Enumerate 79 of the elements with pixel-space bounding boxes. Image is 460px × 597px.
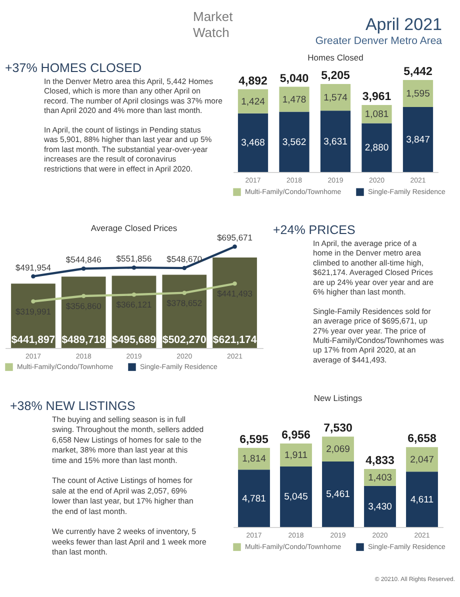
- total-label: 3,961: [362, 91, 392, 104]
- data-label: $502,270: [162, 334, 206, 346]
- total-label: 6,595: [240, 434, 269, 446]
- bar: [238, 113, 268, 172]
- bar: [322, 436, 354, 462]
- bar: [212, 257, 257, 348]
- data-label: 4,781: [242, 493, 266, 504]
- point: [232, 244, 237, 249]
- data-label: 3,562: [282, 136, 306, 148]
- bar: [162, 274, 207, 348]
- bar: [280, 466, 312, 527]
- data-label: 1,424: [241, 96, 265, 108]
- bar: [406, 447, 438, 472]
- point: [132, 292, 136, 297]
- point: [31, 274, 36, 278]
- data-label: $495,689: [112, 334, 156, 346]
- point: [182, 290, 187, 295]
- point: [81, 266, 86, 271]
- data-label: $621,174: [212, 334, 257, 346]
- total-label: 7,530: [324, 422, 352, 435]
- bar: [322, 461, 354, 527]
- total-label: 5,442: [404, 66, 432, 78]
- bar: [279, 86, 310, 112]
- point: [31, 299, 36, 304]
- text: +37% HOMES CLOSED: [5, 61, 142, 75]
- data-label: $491,954: [15, 262, 52, 272]
- total-label: 5,040: [280, 72, 309, 85]
- chart-title: New Listings: [314, 393, 362, 404]
- data-label: $441,897: [11, 334, 56, 346]
- text: +38% NEW LISTINGS: [10, 399, 136, 413]
- bar: [364, 486, 396, 527]
- data-label: $544,846: [66, 254, 102, 265]
- data-label: 2,880: [364, 142, 389, 154]
- total-label: 4,833: [366, 455, 394, 468]
- bar: [280, 444, 312, 466]
- point: [81, 294, 86, 298]
- text: April 2021: [365, 15, 442, 34]
- chart-title: Average Closed Prices: [90, 223, 178, 234]
- data-label: 3,847: [406, 134, 430, 146]
- bar: [320, 84, 351, 111]
- bar: [61, 276, 106, 348]
- bar: [11, 284, 56, 348]
- data-label: $548,670: [166, 254, 202, 264]
- point: [132, 265, 136, 270]
- data-label: 1,403: [368, 472, 392, 484]
- total-label: 4,892: [238, 75, 268, 88]
- data-label: 1,911: [284, 450, 308, 461]
- bar: [406, 472, 438, 527]
- text: Market Watch: [193, 9, 234, 40]
- data-label: 4,611: [410, 494, 434, 506]
- bar: [320, 110, 351, 172]
- text: +24% PRICES: [273, 223, 356, 237]
- data-label: $489,718: [62, 334, 106, 346]
- data-label: $695,671: [217, 232, 253, 243]
- text: Greater Denver Metro Area: [315, 35, 442, 47]
- data-label: 2,047: [410, 454, 434, 466]
- data-label: 5,461: [326, 489, 350, 500]
- data-label: $551,856: [116, 254, 152, 264]
- data-label: 2,069: [326, 444, 350, 456]
- point: [232, 282, 237, 286]
- data-label: 1,574: [324, 92, 348, 104]
- total-label: 6,956: [282, 430, 310, 442]
- bar: [279, 112, 310, 172]
- data-label: 3,631: [324, 136, 348, 148]
- bar: [362, 123, 392, 172]
- data-label: 1,595: [406, 88, 430, 100]
- total-label: 5,205: [321, 70, 350, 82]
- chart-title: Homes Closed: [308, 52, 364, 62]
- data-label: 1,478: [282, 94, 306, 106]
- bar: [402, 80, 434, 107]
- data-label: 5,045: [284, 492, 308, 503]
- point: [182, 266, 187, 270]
- bar: [238, 470, 270, 527]
- data-label: 1,081: [364, 109, 389, 120]
- data-label: 3,430: [368, 501, 392, 512]
- bar: [402, 106, 434, 172]
- total-label: 6,658: [408, 433, 437, 446]
- data-label: 1,814: [242, 454, 266, 465]
- data-label: 3,468: [241, 138, 265, 149]
